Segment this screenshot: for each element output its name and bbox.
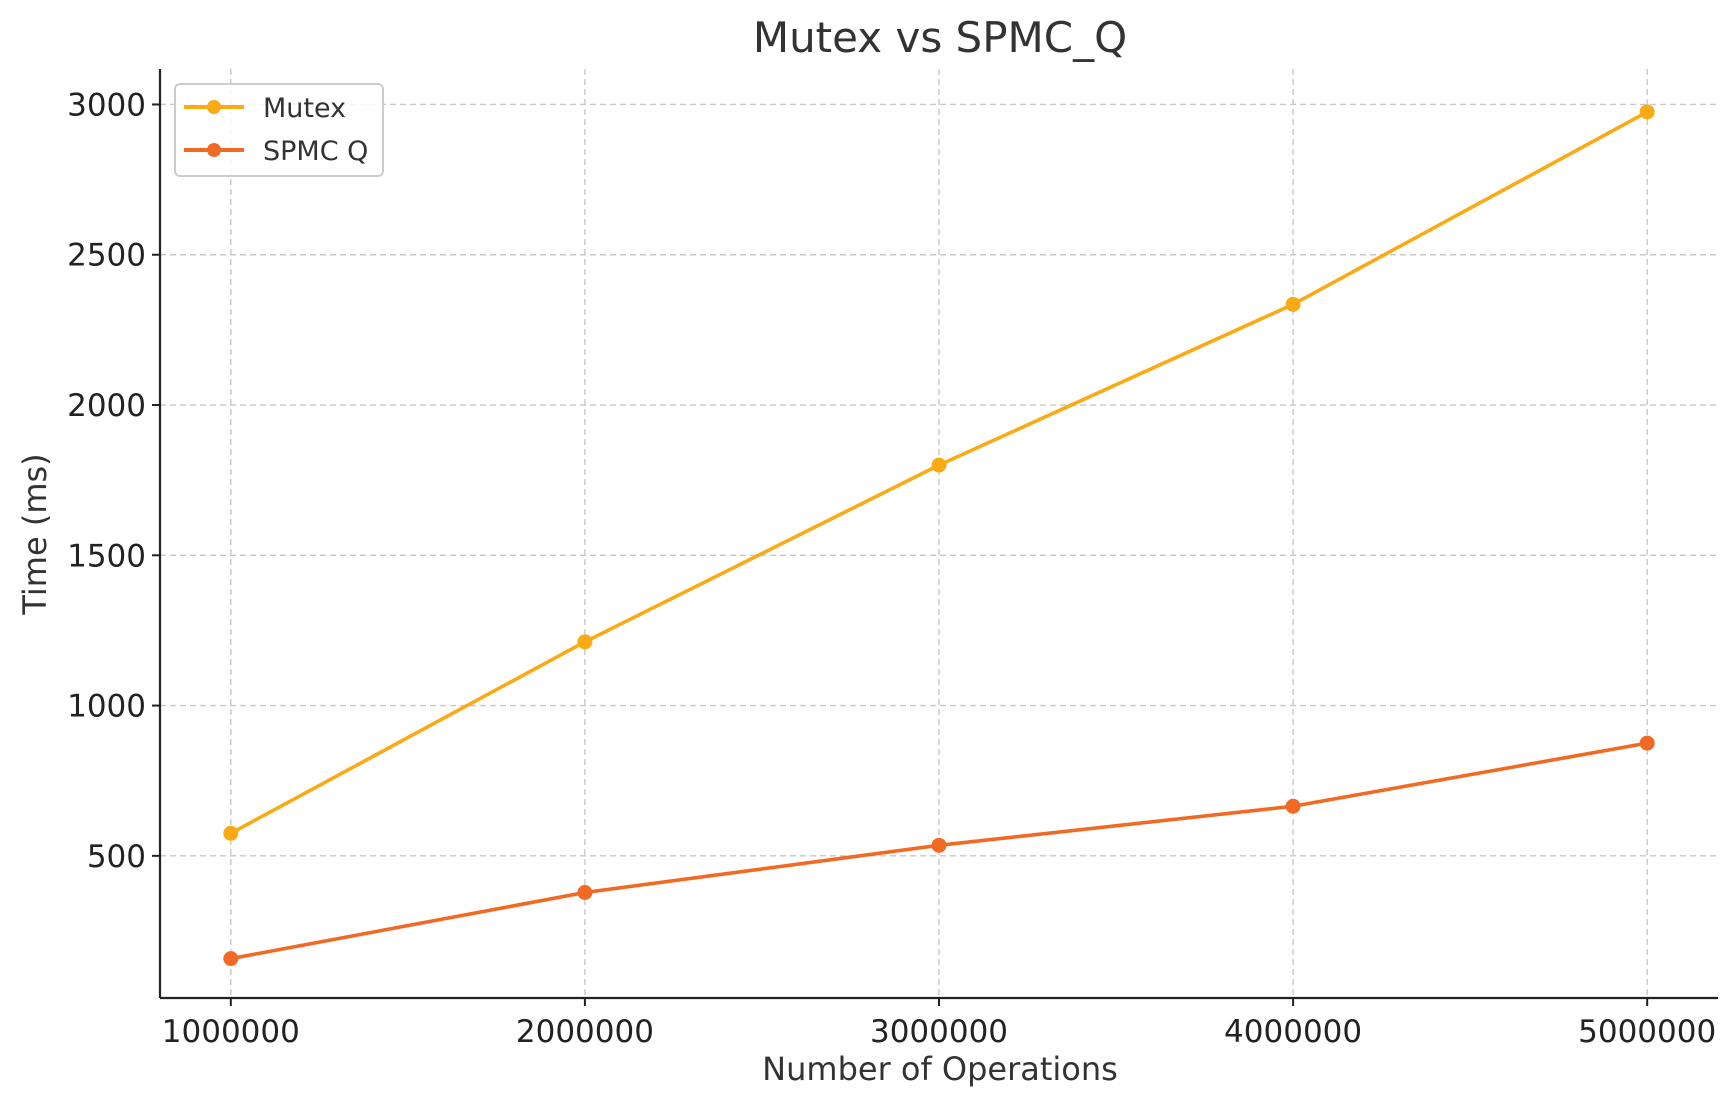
x-tick-label: 3000000 bbox=[870, 1014, 1008, 1050]
series-spmc-q bbox=[223, 735, 1655, 967]
data-point-spmc-q bbox=[1285, 798, 1301, 814]
x-tick-label: 1000000 bbox=[162, 1014, 300, 1050]
x-tick-label: 4000000 bbox=[1224, 1014, 1362, 1050]
data-point-mutex bbox=[1639, 104, 1655, 120]
y-tick-label: 1500 bbox=[67, 538, 146, 574]
ticks: 1000000 2000000 3000000 4000000 5000000 500 10… bbox=[67, 87, 1716, 1050]
chart-title: Mutex vs SPMC_Q bbox=[753, 13, 1127, 62]
data-point-mutex bbox=[223, 825, 239, 841]
data-point-spmc-q bbox=[577, 885, 593, 901]
y-tick-label: 3000 bbox=[67, 87, 146, 123]
y-tick-label: 1000 bbox=[67, 689, 146, 725]
y-axis-label: Time (ms) bbox=[16, 453, 54, 615]
series-mutex bbox=[223, 104, 1655, 841]
y-tick-label: 2500 bbox=[67, 238, 146, 274]
legend: Mutex SPMC Q bbox=[174, 83, 384, 177]
data-point-mutex bbox=[577, 634, 593, 650]
data-point-spmc-q bbox=[1639, 735, 1655, 751]
data-point-spmc-q bbox=[931, 837, 947, 853]
series bbox=[223, 104, 1655, 967]
legend-entry-mutex: Mutex bbox=[184, 93, 346, 124]
y-tick-label: 500 bbox=[87, 839, 146, 875]
x-axis-label: Number of Operations bbox=[762, 1050, 1118, 1088]
legend-marker-spmc-q bbox=[207, 143, 221, 157]
legend-label-mutex: Mutex bbox=[263, 93, 346, 124]
y-tick-label: 2000 bbox=[67, 388, 146, 424]
x-tick-label: 2000000 bbox=[516, 1014, 654, 1050]
legend-label-spmc-q: SPMC Q bbox=[263, 136, 368, 167]
legend-entry-spmc-q: SPMC Q bbox=[184, 136, 368, 167]
data-point-spmc-q bbox=[223, 951, 239, 967]
legend-marker-mutex bbox=[207, 100, 221, 114]
data-point-mutex bbox=[931, 457, 947, 473]
data-point-mutex bbox=[1285, 296, 1301, 312]
x-tick-label: 5000000 bbox=[1578, 1014, 1716, 1050]
